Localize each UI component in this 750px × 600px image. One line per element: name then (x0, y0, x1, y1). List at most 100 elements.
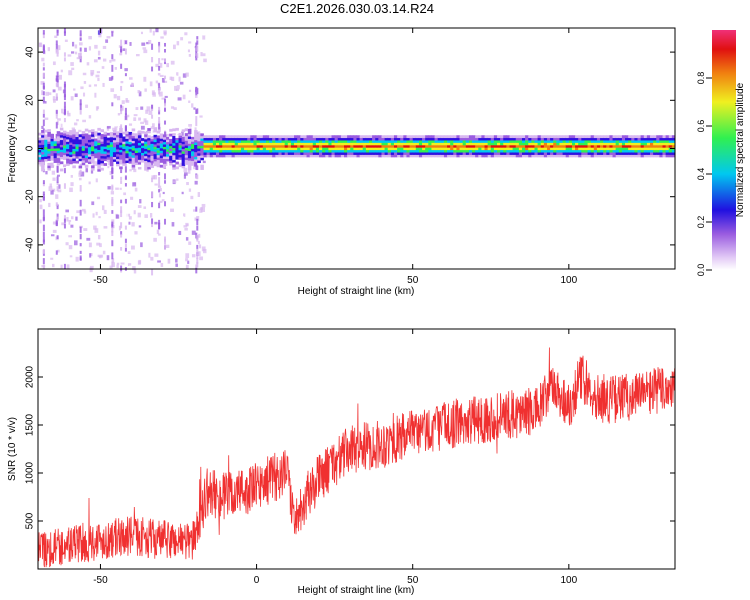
noise-speck (196, 257, 199, 264)
spectrogram-cell (44, 151, 48, 155)
spectrogram-cell (450, 142, 454, 146)
noise-speck (169, 76, 173, 81)
spectrogram-cell (91, 131, 95, 135)
spectrogram-cell (500, 135, 504, 139)
noise-speck (42, 231, 45, 237)
noise-speck (111, 186, 114, 191)
spectrogram-cell (106, 132, 111, 136)
spectrogram-cell (287, 140, 292, 143)
spectrogram-cell (403, 137, 407, 141)
spectrogram-cell (593, 135, 598, 139)
spectrogram-cell (543, 147, 548, 151)
spectrogram-cell (487, 147, 492, 151)
noise-speck (158, 87, 161, 95)
noise-speck (144, 214, 148, 218)
spectrogram-cell (656, 149, 660, 153)
spectrogram-cell (219, 142, 223, 146)
noise-speck (196, 108, 199, 114)
noise-speck (165, 244, 170, 248)
spectrogram-cell (290, 147, 295, 151)
spectrogram-cell (553, 152, 557, 155)
spectrogram-cell (128, 153, 133, 157)
spectrogram-cell (447, 144, 451, 148)
spectrogram-x-label: Height of straight line (km) (298, 286, 415, 297)
spectrogram-cell (284, 135, 289, 139)
spectrogram-cell (353, 149, 357, 153)
noise-speck (79, 37, 82, 41)
spectrogram-cell (272, 140, 276, 143)
noise-speck (130, 196, 134, 200)
spectrogram-cell (191, 136, 195, 140)
spectrogram-cell (247, 140, 251, 143)
spectrogram-cell (478, 154, 482, 158)
spectrogram-cell (512, 135, 517, 139)
spectrogram-cell (428, 147, 432, 151)
spectrogram-cell (559, 147, 563, 151)
spectrogram-cell (112, 159, 117, 162)
spectrogram-cell (406, 135, 410, 139)
spectrogram-cell (553, 140, 557, 143)
spectrogram-cell (375, 137, 379, 141)
spectrogram-cell (191, 162, 195, 166)
noise-speck (138, 259, 142, 264)
spectrogram-cell (668, 137, 673, 141)
spectrogram-cell (637, 144, 642, 148)
spectrogram-cell (178, 137, 183, 141)
noise-speck (82, 119, 86, 123)
spectrogram-cell (397, 144, 401, 148)
spectrogram-cell (240, 154, 245, 158)
spectrogram-cell (559, 152, 563, 155)
noise-speck (48, 202, 51, 208)
noise-speck (42, 249, 45, 254)
noise-speck (195, 119, 198, 127)
spectrogram-cell (153, 153, 158, 157)
noise-speck (120, 39, 123, 47)
spectrogram-cell (322, 137, 326, 141)
spectrogram-cell (250, 147, 254, 151)
spectrogram-cell (306, 152, 311, 155)
noise-speck (140, 125, 145, 130)
spectrogram-cell (156, 157, 161, 161)
spectrogram-cell (344, 144, 348, 148)
noise-speck (107, 186, 111, 190)
spectrogram-cell (671, 135, 676, 139)
spectrogram-cell (38, 144, 42, 148)
noise-speck (42, 67, 45, 71)
spectrogram-cell (50, 148, 55, 152)
spectrogram-cell (487, 152, 492, 155)
spectrogram-cell (212, 140, 217, 143)
spectrogram-cell (612, 147, 617, 151)
spectrogram-cell (315, 140, 320, 143)
spectrogram-cell (387, 142, 392, 146)
snr-y-label: SNR (10 * v/v) (7, 417, 18, 481)
noise-speck (61, 222, 65, 226)
spectrogram-cell (322, 149, 326, 153)
spectrogram-cell (150, 148, 154, 152)
spectrogram-cell (328, 140, 332, 143)
spectrogram-cell (56, 140, 61, 144)
noise-speck (146, 106, 151, 112)
noise-speck (194, 127, 197, 132)
spectrogram-cell (659, 149, 663, 153)
noise-speck (151, 77, 155, 82)
spectrogram-cell (637, 149, 642, 153)
spectrogram-cell (628, 149, 632, 153)
noise-speck (120, 180, 123, 184)
spectrogram-cell (253, 152, 257, 155)
spectrogram-cell (244, 142, 248, 146)
spectrogram-cell (256, 144, 261, 148)
spectrogram-cell (219, 140, 223, 143)
noise-speck (178, 76, 181, 82)
noise-speck (120, 105, 124, 111)
spectrogram-cell (365, 142, 370, 146)
spectrogram-cell (84, 150, 89, 154)
spectrogram-cell (275, 140, 279, 143)
spectrogram-cell (219, 147, 223, 151)
spectrogram-cell (565, 147, 570, 151)
spectrogram-cell (147, 149, 151, 153)
spectrogram-cell (581, 137, 585, 141)
noise-speck (79, 103, 82, 110)
spectrogram-cell (297, 144, 301, 148)
spectrogram-cell (109, 139, 114, 143)
spectrogram-cell (550, 142, 554, 146)
